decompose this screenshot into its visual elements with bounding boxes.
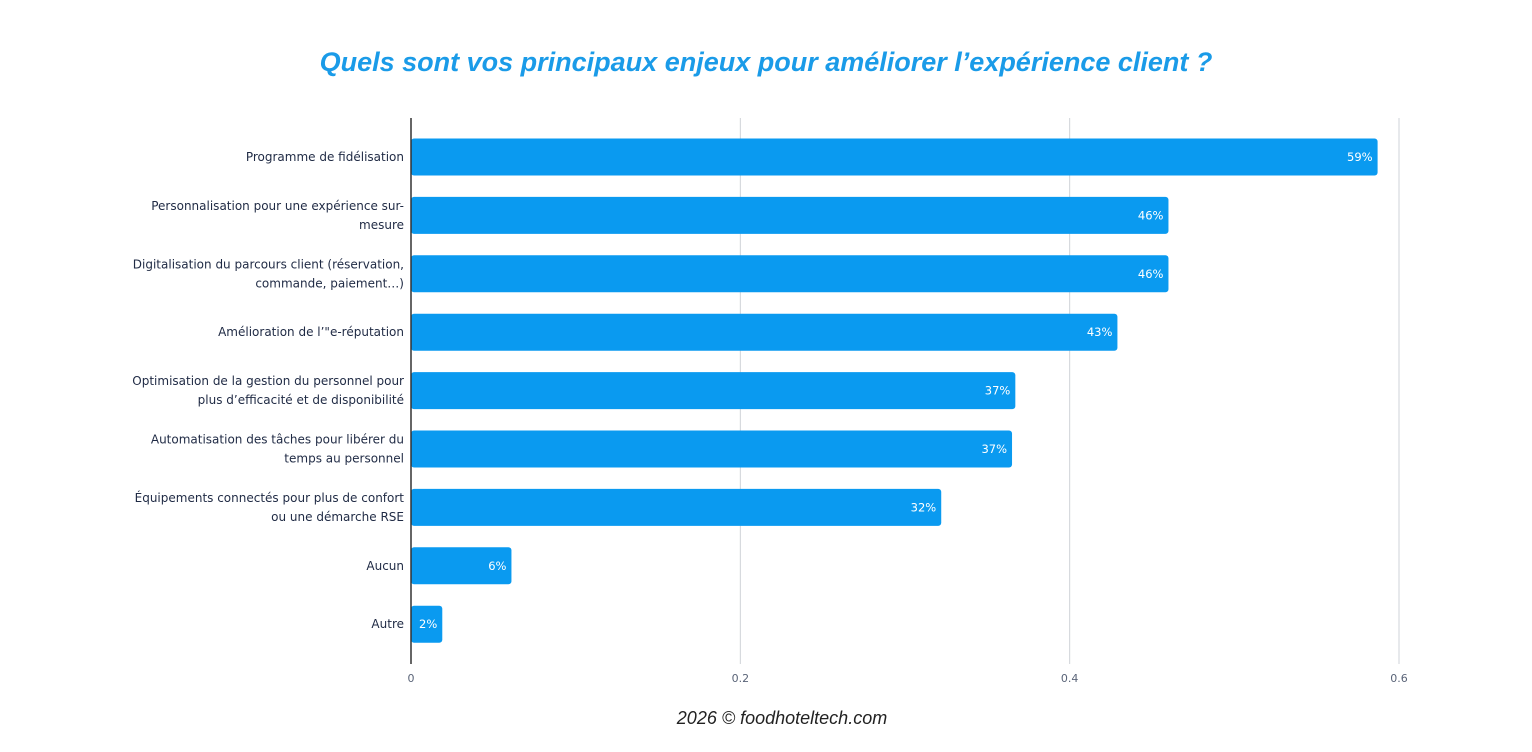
bar [411,605,443,643]
bar-value-label: 43% [1087,325,1113,339]
category-label: Autre [371,617,404,631]
bar [411,488,942,526]
bar-chart: 59% 46% 46% 43% 37% 37% 32% 6% 2% Programme de f… [132,118,1408,685]
category-label: Amélioration de l’"e-réputation [218,325,404,339]
category-labels: Programme de fidélisation Personnalisatio… [132,150,404,631]
x-tick-label: 0.4 [1061,672,1079,685]
bars: 59% 46% 46% 43% 37% 37% 32% 6% 2% [411,138,1378,643]
bar [411,372,1016,410]
category-label: Personnalisation pour une expérience sur… [151,199,404,232]
x-tick-label: 0.2 [732,672,750,685]
bar-value-label: 46% [1138,267,1164,281]
x-tick-labels: 0 0.2 0.4 0.6 [408,672,1408,685]
x-tick-label: 0.6 [1390,672,1408,685]
bar-value-label: 2% [419,617,437,631]
footer-credit: 2026 © foodhoteltech.com [676,708,888,728]
category-label: Aucun [366,559,404,573]
bar [411,196,1169,234]
bar-value-label: 59% [1347,150,1373,164]
category-label: Automatisation des tâches pour libérer d… [151,433,404,466]
bar [411,313,1118,351]
chart-title: Quels sont vos principaux enjeux pour am… [319,47,1213,77]
x-tick-label: 0 [408,672,415,685]
bar-value-label: 37% [985,384,1011,398]
bar [411,547,512,585]
bar-value-label: 46% [1138,208,1164,222]
category-label: Optimisation de la gestion du personnel … [132,374,404,407]
category-label: Équipements connectés pour plus de confo… [135,490,405,524]
bar [411,138,1378,176]
bar [411,430,1013,468]
category-label: Programme de fidélisation [246,150,404,164]
category-label: Digitalisation du parcours client (réser… [133,257,404,290]
bar-value-label: 32% [911,500,937,514]
bar-value-label: 6% [488,559,506,573]
bar [411,255,1169,293]
bar-value-label: 37% [981,442,1007,456]
